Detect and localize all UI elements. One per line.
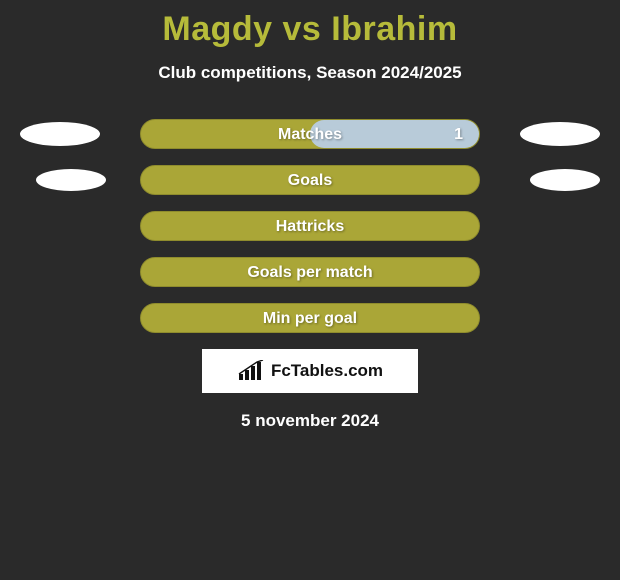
right-value-ellipse [520, 122, 600, 146]
stat-pill: Hattricks [140, 211, 480, 241]
stats-rows: Matches1 Goals Hattricks Goals per match Min… [0, 119, 620, 333]
page-title: Magdy vs Ibrahim [0, 0, 620, 49]
logo-suffix: .com [343, 361, 383, 380]
logo-prefix: Fc [271, 361, 291, 380]
stat-label: Min per goal [141, 304, 479, 334]
stat-label: Hattricks [141, 212, 479, 242]
stat-pill: Matches1 [140, 119, 480, 149]
bar-chart-icon [237, 360, 265, 382]
fctables-logo: FcTables.com [202, 349, 418, 393]
right-value-ellipse [530, 169, 600, 191]
left-value-ellipse [36, 169, 106, 191]
stat-label: Goals [141, 166, 479, 196]
left-value-ellipse [20, 122, 100, 146]
stat-row: Goals per match [0, 257, 620, 287]
stat-row: Min per goal [0, 303, 620, 333]
logo-main: Tables [291, 361, 344, 380]
stat-pill: Min per goal [140, 303, 480, 333]
stat-label: Matches [141, 120, 479, 150]
stat-label: Goals per match [141, 258, 479, 288]
stat-row: Hattricks [0, 211, 620, 241]
page-subtitle: Club competitions, Season 2024/2025 [0, 63, 620, 83]
stat-pill: Goals per match [140, 257, 480, 287]
stat-value-right: 1 [454, 120, 463, 150]
stat-row: Matches1 [0, 119, 620, 149]
stat-row: Goals [0, 165, 620, 195]
footer-date: 5 november 2024 [0, 411, 620, 431]
logo-text: FcTables.com [271, 361, 383, 381]
stat-pill: Goals [140, 165, 480, 195]
